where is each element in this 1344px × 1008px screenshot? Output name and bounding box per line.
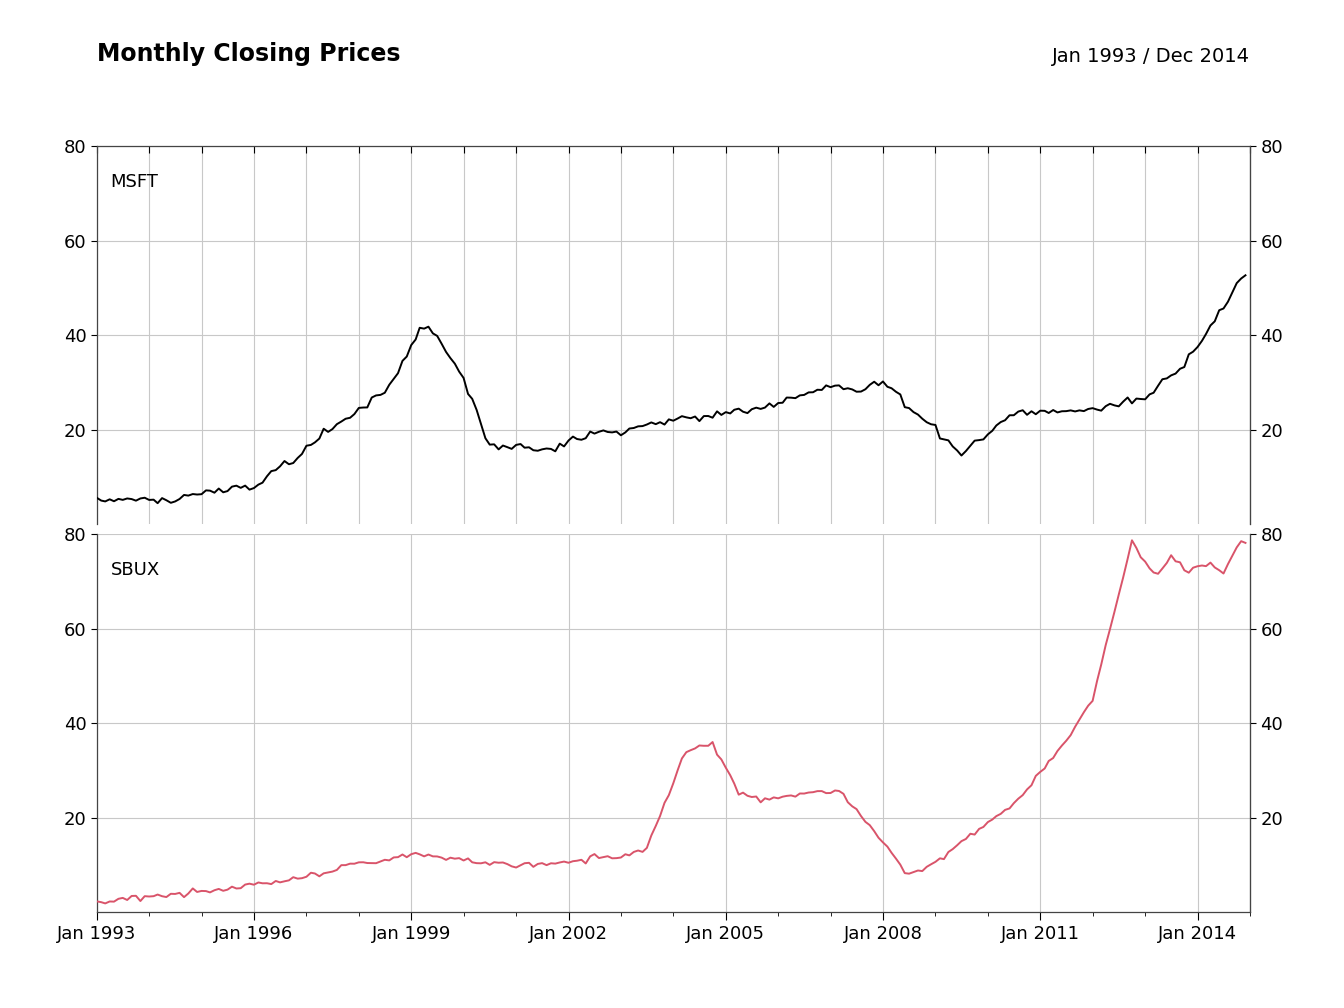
Text: Jan 1993 / Dec 2014: Jan 1993 / Dec 2014 — [1052, 46, 1250, 66]
Text: Monthly Closing Prices: Monthly Closing Prices — [97, 41, 401, 66]
Text: SBUX: SBUX — [110, 560, 160, 579]
Text: MSFT: MSFT — [110, 172, 159, 191]
